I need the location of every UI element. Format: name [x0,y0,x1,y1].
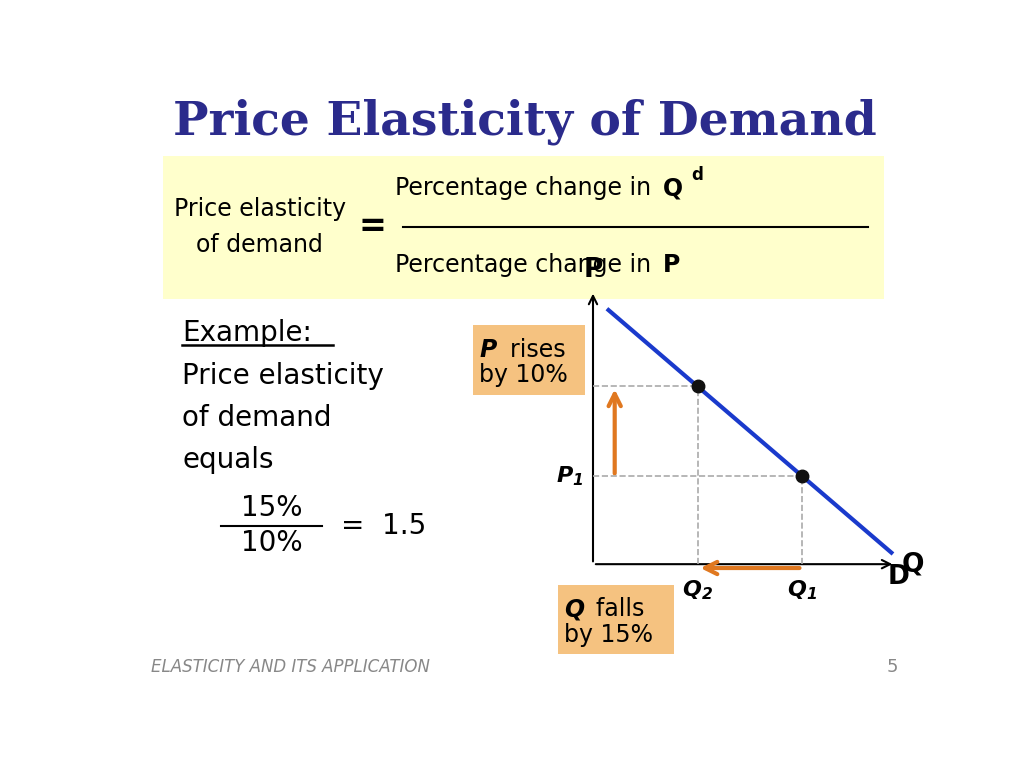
Text: P: P [479,338,497,362]
Text: $\bfit{Q}_1$: $\bfit{Q}_1$ [787,578,817,601]
Text: falls: falls [582,598,645,621]
Text: rises: rises [495,338,565,362]
Text: P: P [663,253,680,277]
Text: 10%: 10% [241,529,302,558]
Text: Percentage change in: Percentage change in [395,177,658,200]
Text: Price elasticity
of demand: Price elasticity of demand [174,197,346,257]
Text: Price elasticity
of demand
equals: Price elasticity of demand equals [182,362,384,474]
Text: D: D [888,564,909,590]
Text: ELASTICITY AND ITS APPLICATION: ELASTICITY AND ITS APPLICATION [152,657,430,676]
Text: Q: Q [663,177,683,200]
Text: $\bfit{P}_1$: $\bfit{P}_1$ [556,465,584,488]
Text: 5: 5 [887,657,898,676]
Text: Price Elasticity of Demand: Price Elasticity of Demand [173,98,877,144]
Text: Example:: Example: [182,319,312,347]
Text: =: = [358,210,386,243]
FancyBboxPatch shape [558,585,675,654]
Text: $\bfit{P}_2$: $\bfit{P}_2$ [555,375,584,399]
Text: P: P [584,257,603,283]
FancyBboxPatch shape [473,326,586,395]
Text: Percentage change in: Percentage change in [395,253,658,277]
Text: 15%: 15% [241,494,302,522]
Text: =  1.5: = 1.5 [341,511,426,540]
FancyBboxPatch shape [163,156,884,299]
Text: Q: Q [564,598,585,621]
Text: by 15%: by 15% [564,623,653,647]
Text: by 10%: by 10% [479,363,568,387]
Text: Q: Q [901,551,924,578]
Text: $\bfit{Q}_2$: $\bfit{Q}_2$ [682,578,713,601]
Text: d: d [691,167,703,184]
